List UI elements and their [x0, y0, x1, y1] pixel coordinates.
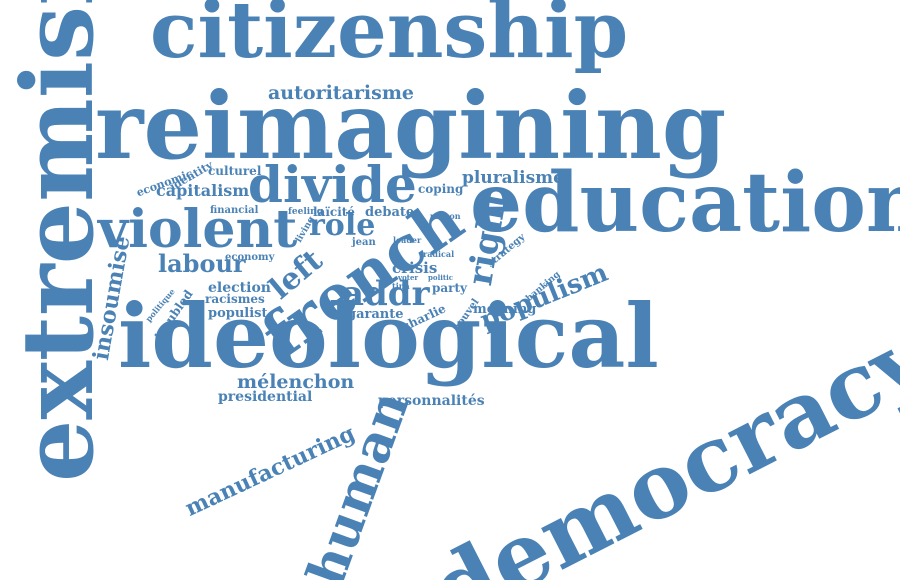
word-extremism: extremism: [1, 0, 116, 482]
word-ideological: ideological: [118, 284, 659, 388]
word-debate: debate: [365, 205, 415, 220]
word-politic: politic: [428, 273, 454, 282]
word-reimagining: reimagining: [95, 72, 727, 180]
word-addr: addr: [342, 274, 430, 314]
word-radical: radical: [423, 249, 455, 259]
word-coping: coping: [418, 182, 464, 196]
word-pluralisme: pluralisme: [462, 168, 564, 188]
word-personnalites: personnalités: [378, 393, 485, 409]
word-human: human: [295, 383, 422, 580]
word-capitalism: capitalism: [156, 181, 250, 200]
word-voter: voter: [398, 273, 419, 282]
word-financial: financial: [210, 205, 259, 216]
word-person: person: [430, 211, 461, 221]
word-election: election: [208, 280, 271, 296]
word-crisis: crisis: [392, 259, 438, 277]
word-labour: labour: [158, 249, 246, 278]
word-racismes: racismes: [205, 292, 265, 306]
word-leader: leader: [393, 235, 422, 245]
word-laicite: laïcité: [313, 205, 355, 219]
word-autoritarisme: autoritarisme: [268, 82, 415, 104]
word-party: party: [432, 281, 468, 295]
word-economy: economy: [225, 252, 275, 263]
word-divide: divide: [248, 155, 417, 214]
word-populist: populist: [208, 306, 268, 321]
word-melenchon: mélenchon: [237, 371, 355, 393]
word-meaning: meaning: [473, 302, 537, 317]
word-tina: tina: [392, 281, 410, 291]
word-role: role: [309, 208, 376, 243]
word-garante: garante: [347, 307, 404, 322]
word-jean: jean: [352, 237, 376, 248]
word-feeling: feeling: [288, 207, 323, 217]
word-citizenship: citizenship: [150, 0, 629, 76]
word-education: education: [470, 155, 900, 251]
word-presidential: presidential: [218, 389, 313, 405]
word-culturel: culturel: [208, 164, 262, 178]
word-violent: violent: [98, 199, 298, 260]
